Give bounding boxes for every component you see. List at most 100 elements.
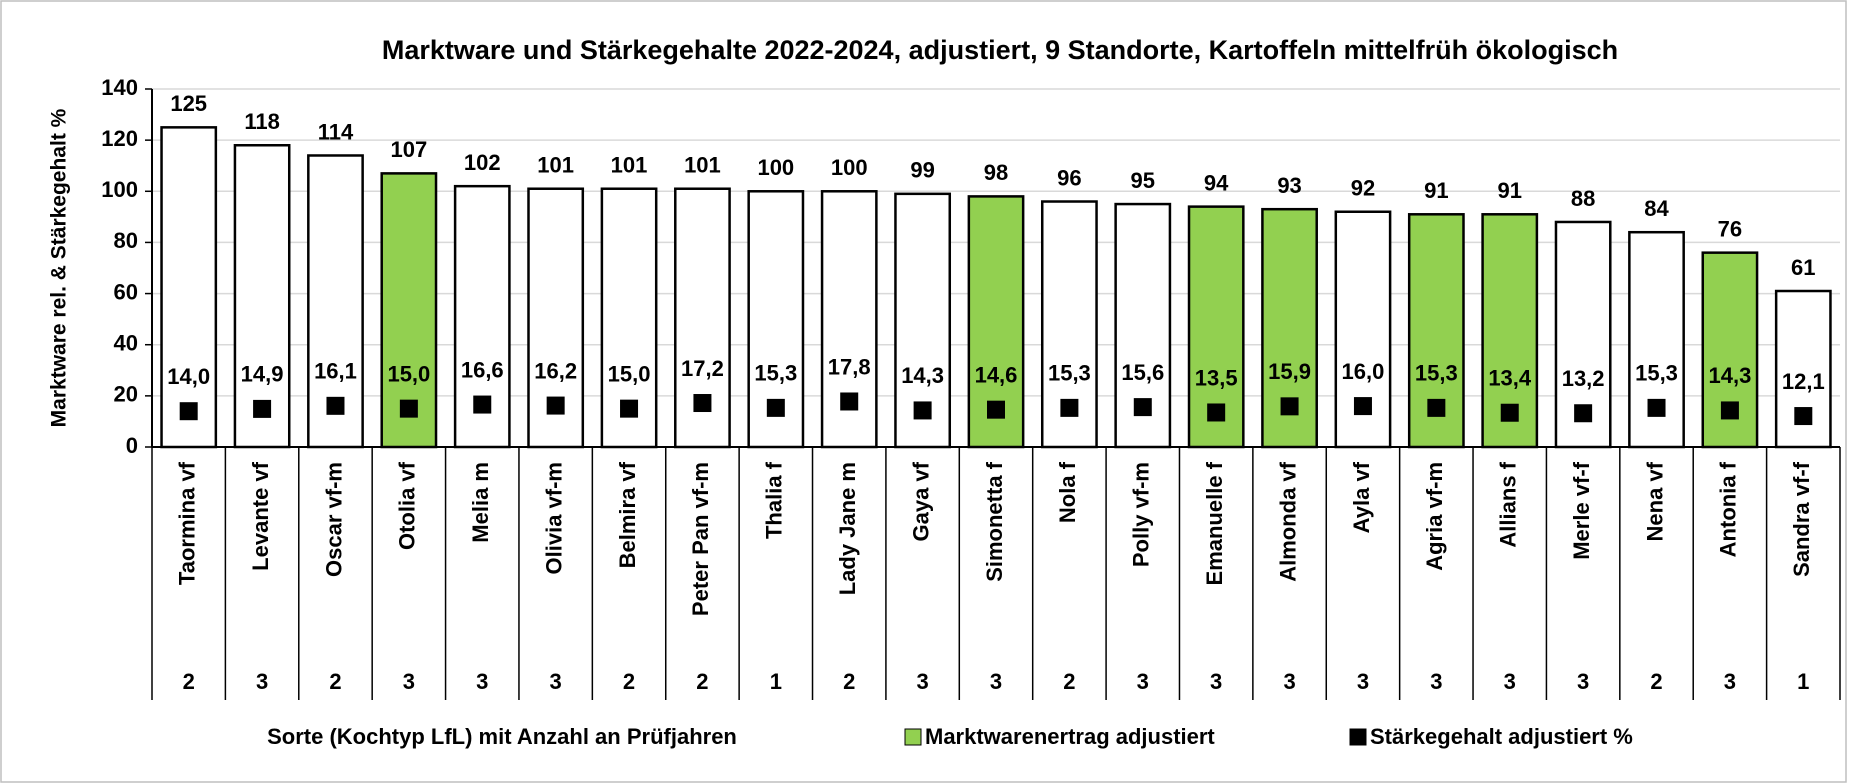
point-value-label: 16,2	[534, 358, 577, 383]
point-value-label: 15,3	[1415, 361, 1458, 386]
year-count: 3	[403, 669, 415, 694]
bar	[160, 126, 218, 449]
year-count: 3	[256, 669, 268, 694]
point	[1280, 397, 1299, 416]
x-tick-label: Otolia vf	[395, 461, 420, 550]
point-value-label: 15,0	[387, 361, 430, 386]
year-count: 3	[1210, 669, 1222, 694]
point-value-label: 17,2	[681, 356, 724, 381]
point	[473, 395, 492, 414]
x-tick-label: Almonda vf	[1275, 461, 1300, 581]
point-value-label: 13,2	[1562, 366, 1605, 391]
bar-value-label: 95	[1131, 168, 1155, 193]
x-tick-label: Nola f	[1055, 461, 1080, 523]
x-tick-label: Belmira vf	[615, 461, 640, 568]
point	[913, 401, 932, 420]
bar-value-label: 101	[537, 153, 574, 178]
bar-value-label: 91	[1497, 178, 1521, 203]
x-tick-label: Peter Pan vf-m	[688, 462, 713, 616]
bar-value-label: 98	[984, 160, 1008, 185]
bar-value-label: 96	[1057, 165, 1081, 190]
point	[399, 399, 418, 418]
point	[326, 396, 345, 415]
point	[1574, 404, 1593, 423]
point	[546, 396, 565, 415]
year-count: 2	[183, 669, 195, 694]
point	[1353, 397, 1372, 416]
bar-value-label: 100	[757, 155, 794, 180]
year-count: 2	[1650, 669, 1662, 694]
x-tick-label: Merle vf-f	[1569, 461, 1594, 559]
bar-value-label: 99	[910, 158, 934, 183]
point-value-label: 15,3	[1048, 361, 1091, 386]
year-count: 3	[1577, 669, 1589, 694]
x-tick-label: Taormina vf	[175, 461, 200, 585]
y-tick-label: 100	[101, 177, 138, 202]
x-tick-label: Nena vf	[1642, 461, 1667, 541]
point-value-label: 14,6	[975, 362, 1018, 387]
x-tick-label: Olivia vf-m	[541, 462, 566, 574]
year-count: 2	[329, 669, 341, 694]
bar-value-label: 84	[1644, 196, 1669, 221]
bar-value-label: 88	[1571, 186, 1595, 211]
point	[766, 398, 785, 417]
bar-value-label: 118	[244, 109, 280, 134]
bar-value-label: 114	[318, 119, 354, 144]
point	[1133, 398, 1152, 417]
y-tick-label: 0	[126, 433, 138, 458]
year-count: 3	[1430, 669, 1442, 694]
point	[253, 399, 272, 418]
bar-value-label: 94	[1204, 170, 1229, 195]
year-count: 3	[1504, 669, 1516, 694]
y-axis-label: Marktware rel. & Stärkegehalt %	[48, 108, 71, 427]
point	[1720, 401, 1739, 420]
point-value-label: 16,6	[461, 357, 504, 382]
point-value-label: 15,9	[1268, 359, 1311, 384]
year-count: 1	[770, 669, 782, 694]
point-value-label: 15,6	[1121, 360, 1164, 385]
point-value-label: 15,3	[754, 361, 797, 386]
point-value-label: 14,0	[167, 364, 210, 389]
y-tick-label: 40	[114, 331, 138, 356]
year-count: 3	[1137, 669, 1149, 694]
point-value-label: 14,9	[241, 362, 284, 387]
point	[1427, 398, 1446, 417]
point	[1794, 407, 1813, 426]
point-value-label: 14,3	[1708, 363, 1751, 388]
point	[1207, 403, 1226, 422]
bar-value-label: 92	[1351, 176, 1375, 201]
x-tick-label: Polly vf-m	[1129, 462, 1154, 567]
year-count: 2	[696, 669, 708, 694]
legend-swatch	[1349, 728, 1367, 746]
point-value-label: 15,0	[608, 361, 651, 386]
point	[1647, 398, 1666, 417]
x-tick-label: Agria vf-m	[1422, 462, 1447, 571]
x-tick-label: Ayla vf	[1349, 461, 1374, 533]
x-tick-label: Levante vf	[248, 461, 273, 570]
bar-value-label: 125	[170, 91, 207, 116]
year-count: 1	[1797, 669, 1809, 694]
x-tick-label: Simonetta f	[982, 461, 1007, 581]
y-tick-label: 140	[101, 75, 138, 100]
x-tick-label: Sandra vf-f	[1789, 461, 1814, 577]
x-tick-label: Allians f	[1496, 461, 1521, 547]
point-value-label: 15,3	[1635, 361, 1678, 386]
bar-value-label: 76	[1718, 216, 1742, 241]
point-value-label: 17,8	[828, 354, 871, 379]
x-tick-label: Antonia f	[1716, 461, 1741, 557]
bar-value-label: 100	[831, 155, 868, 180]
bar-value-label: 107	[391, 137, 428, 162]
y-tick-label: 20	[114, 382, 138, 407]
bar-value-label: 101	[684, 153, 721, 178]
point	[840, 392, 859, 411]
point	[620, 399, 639, 418]
point-value-label: 14,3	[901, 363, 944, 388]
point-value-label: 16,1	[314, 359, 357, 384]
year-count: 3	[1357, 669, 1369, 694]
year-count: 3	[1283, 669, 1295, 694]
point-value-label: 13,4	[1488, 366, 1532, 391]
x-tick-label: Oscar vf-m	[321, 462, 346, 577]
point	[987, 400, 1005, 419]
year-count: 3	[990, 669, 1002, 694]
